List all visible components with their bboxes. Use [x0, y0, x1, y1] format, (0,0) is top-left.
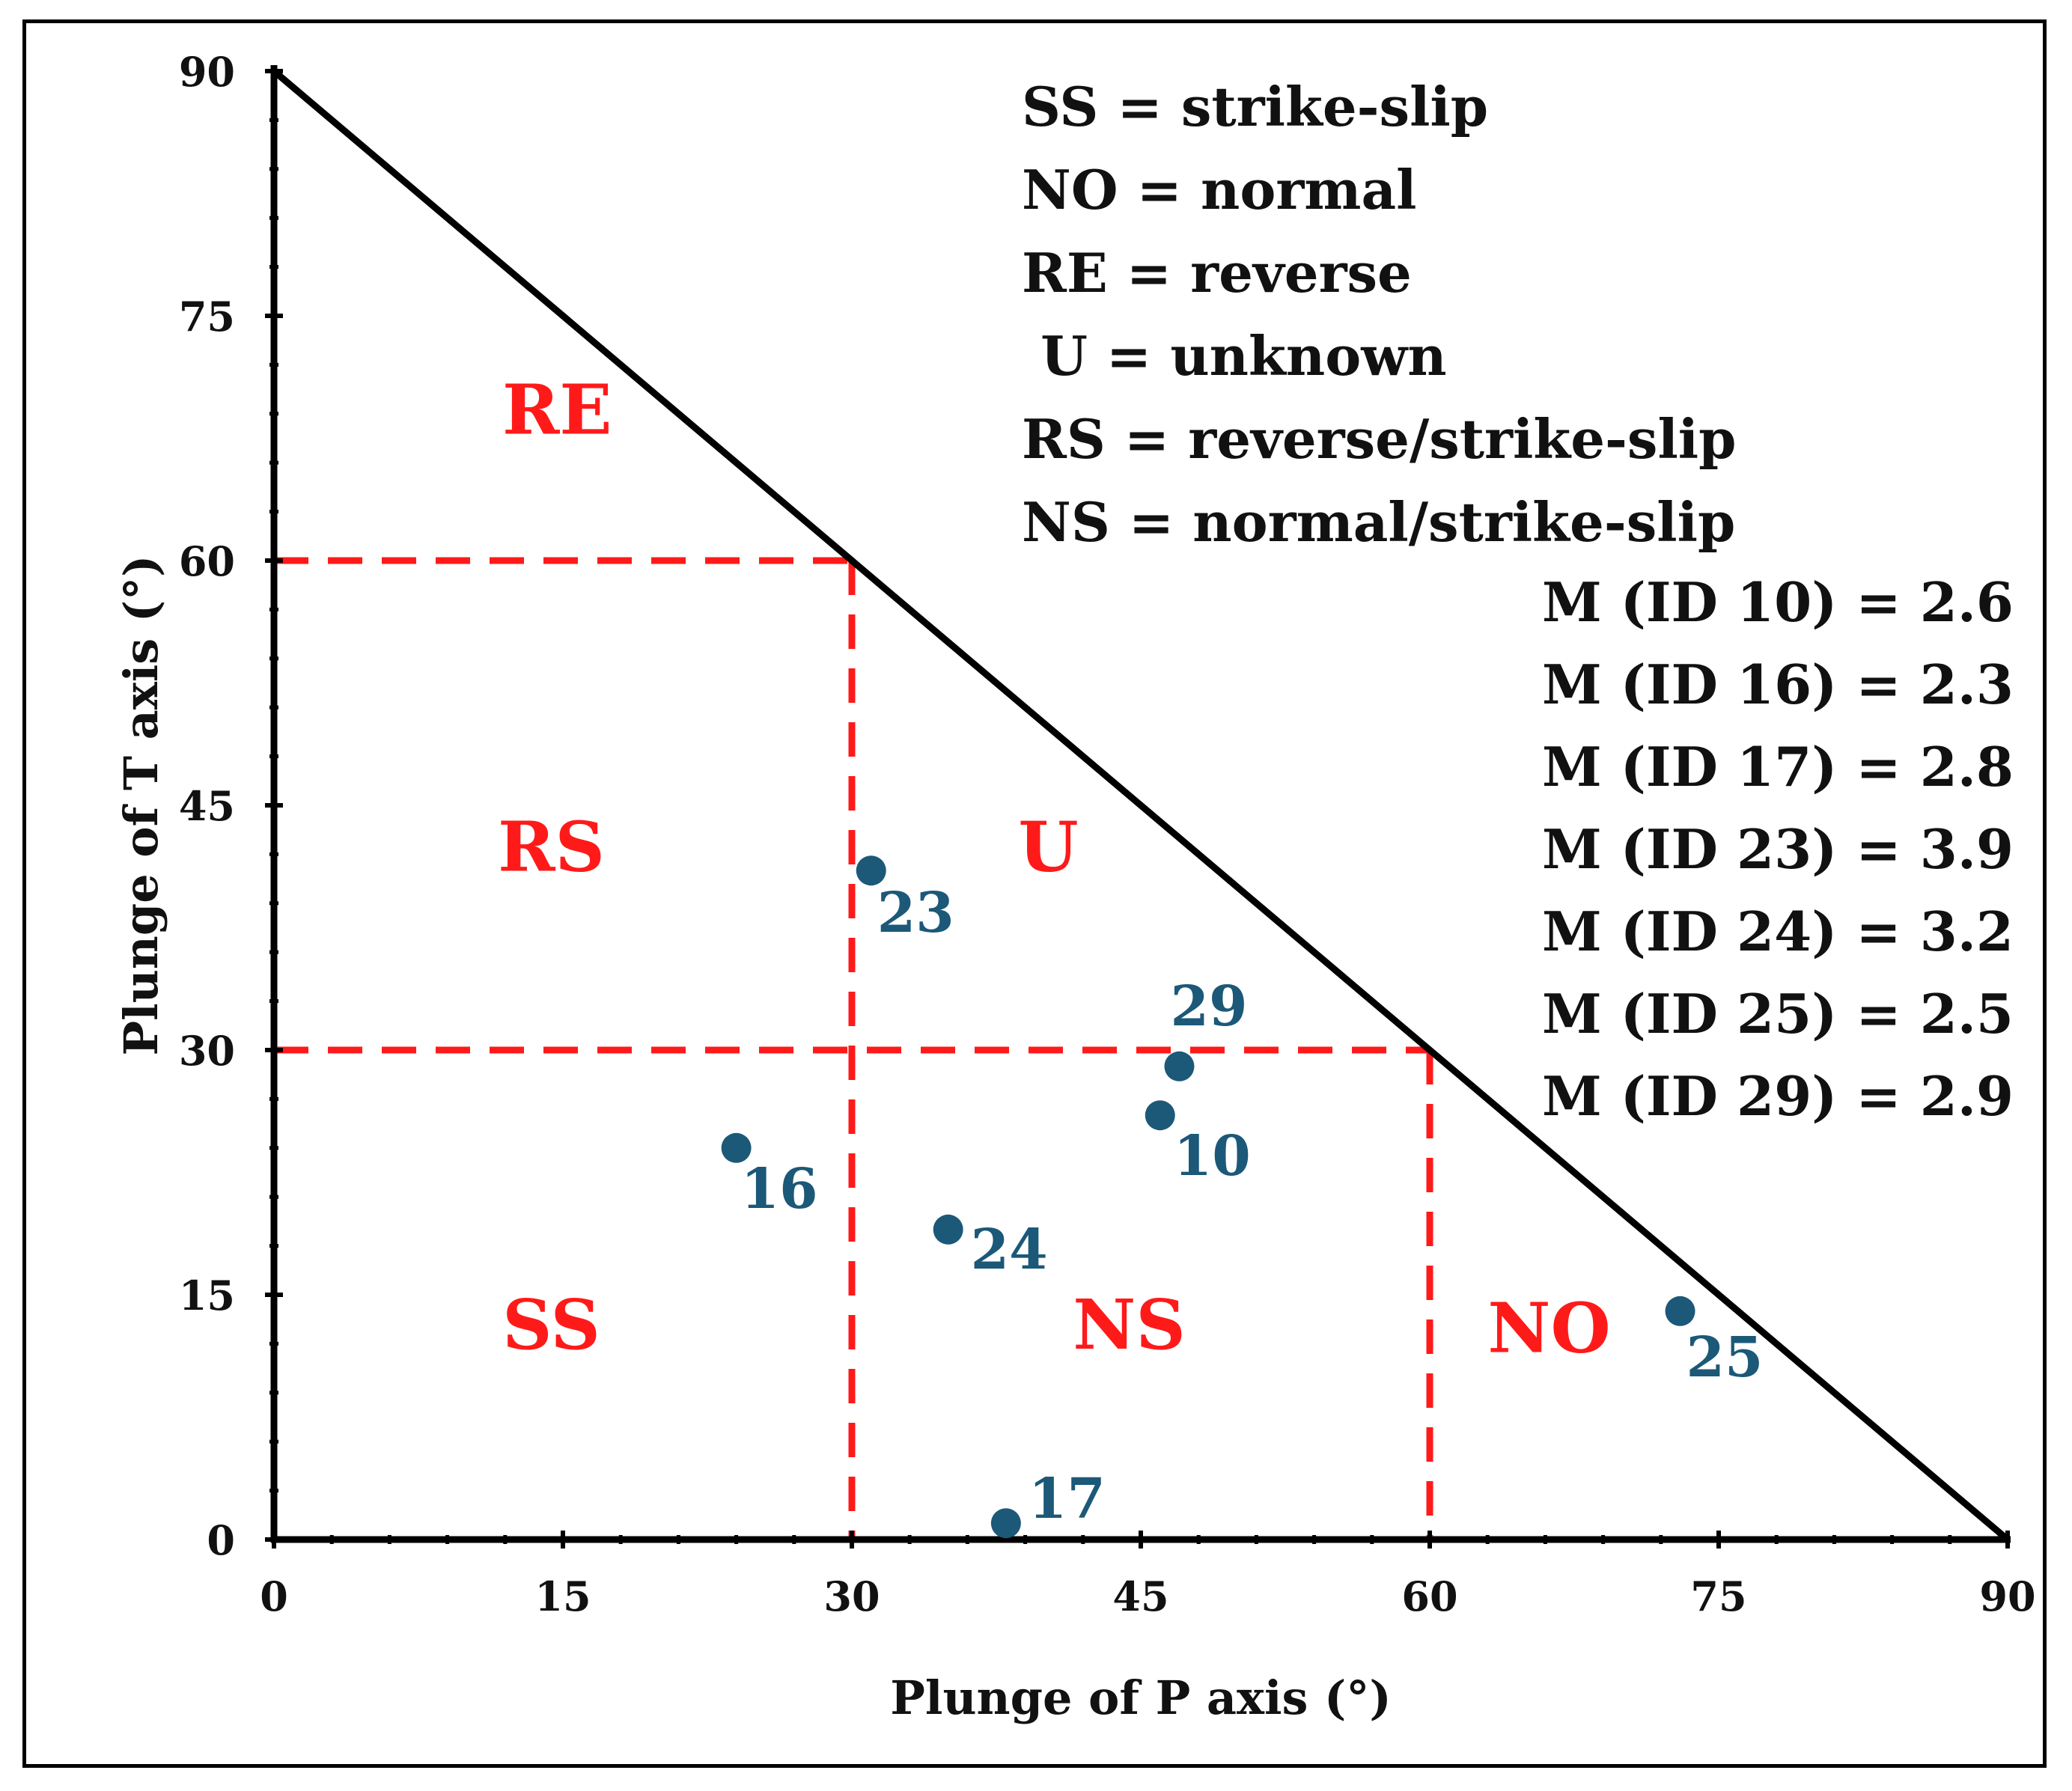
point-label-23: 23 [877, 881, 954, 945]
region-label-no: NO [1487, 1288, 1610, 1369]
ticks: 0 15 30 45 60 75 90 0 15 30 45 60 75 90 [179, 48, 2036, 1620]
data-point-16 [721, 1132, 752, 1163]
point-label-10: 10 [1174, 1124, 1251, 1189]
y-tick-label: 30 [179, 1027, 235, 1075]
region-labels: RE RS U SS NS NO [498, 369, 1611, 1368]
magnitude-item: M (ID 23) = 3.9 [1542, 817, 2014, 881]
region-label-ns: NS [1073, 1284, 1186, 1365]
magnitude-item: M (ID 29) = 2.9 [1542, 1064, 2014, 1128]
diagonal-boundary-line [272, 68, 2010, 1543]
y-tick-label: 75 [179, 293, 235, 341]
figure-frame [22, 19, 2047, 1768]
x-axis-title: Plunge of P axis (°) [890, 1671, 1391, 1725]
magnitude-list: M (ID 10) = 2.6 M (ID 16) = 2.3 M (ID 17) … [1542, 570, 2014, 1128]
magnitude-item: M (ID 17) = 2.8 [1542, 735, 2014, 799]
region-boundaries [274, 557, 1433, 1540]
data-point-25 [1665, 1296, 1695, 1326]
legend-item: RE = reverse [1022, 241, 1412, 305]
data-point-24 [933, 1214, 963, 1245]
x-tick-label: 75 [1690, 1572, 1746, 1620]
x-tick-label: 45 [1112, 1572, 1168, 1620]
y-tick-label: 15 [179, 1272, 235, 1319]
point-label-29: 29 [1170, 974, 1247, 1039]
point-label-17: 17 [1029, 1467, 1106, 1531]
y-tick-label: 0 [207, 1516, 235, 1564]
region-label-re: RE [502, 369, 612, 450]
legend-item: SS = strike-slip [1022, 75, 1488, 138]
magnitude-item: M (ID 24) = 3.2 [1542, 900, 2014, 963]
data-point-17 [990, 1508, 1021, 1539]
magnitude-item: M (ID 25) = 2.5 [1542, 982, 2014, 1046]
region-label-rs: RS [498, 807, 605, 888]
x-tick-label: 60 [1401, 1572, 1457, 1620]
x-tick-label: 30 [823, 1572, 880, 1620]
x-tick-label: 90 [1979, 1572, 2035, 1620]
x-tick-label: 15 [534, 1572, 591, 1620]
legend-item: RS = reverse/strike-slip [1022, 407, 1737, 471]
y-tick-label: 90 [179, 48, 235, 96]
data-point-10 [1145, 1100, 1175, 1131]
legend-item: NO = normal [1022, 158, 1416, 222]
y-tick-label: 45 [179, 782, 235, 830]
point-label-16: 16 [741, 1157, 818, 1221]
region-label-u: U [1018, 807, 1078, 888]
x-tick-label: 0 [260, 1572, 288, 1620]
legend-item: NS = normal/strike-slip [1022, 490, 1735, 554]
region-label-ss: SS [502, 1284, 600, 1365]
data-point-29 [1164, 1051, 1195, 1081]
data-points: 23 29 10 16 24 25 17 [721, 855, 1764, 1539]
legend-item: U = unknown [1022, 324, 1447, 388]
data-point-23 [856, 855, 886, 886]
magnitude-item: M (ID 16) = 2.3 [1542, 653, 2014, 716]
y-axis-title: Plunge of T axis (°) [114, 555, 168, 1056]
point-label-24: 24 [971, 1218, 1048, 1282]
magnitude-item: M (ID 10) = 2.6 [1542, 570, 2014, 634]
y-tick-label: 60 [179, 537, 235, 585]
point-label-25: 25 [1686, 1325, 1764, 1390]
